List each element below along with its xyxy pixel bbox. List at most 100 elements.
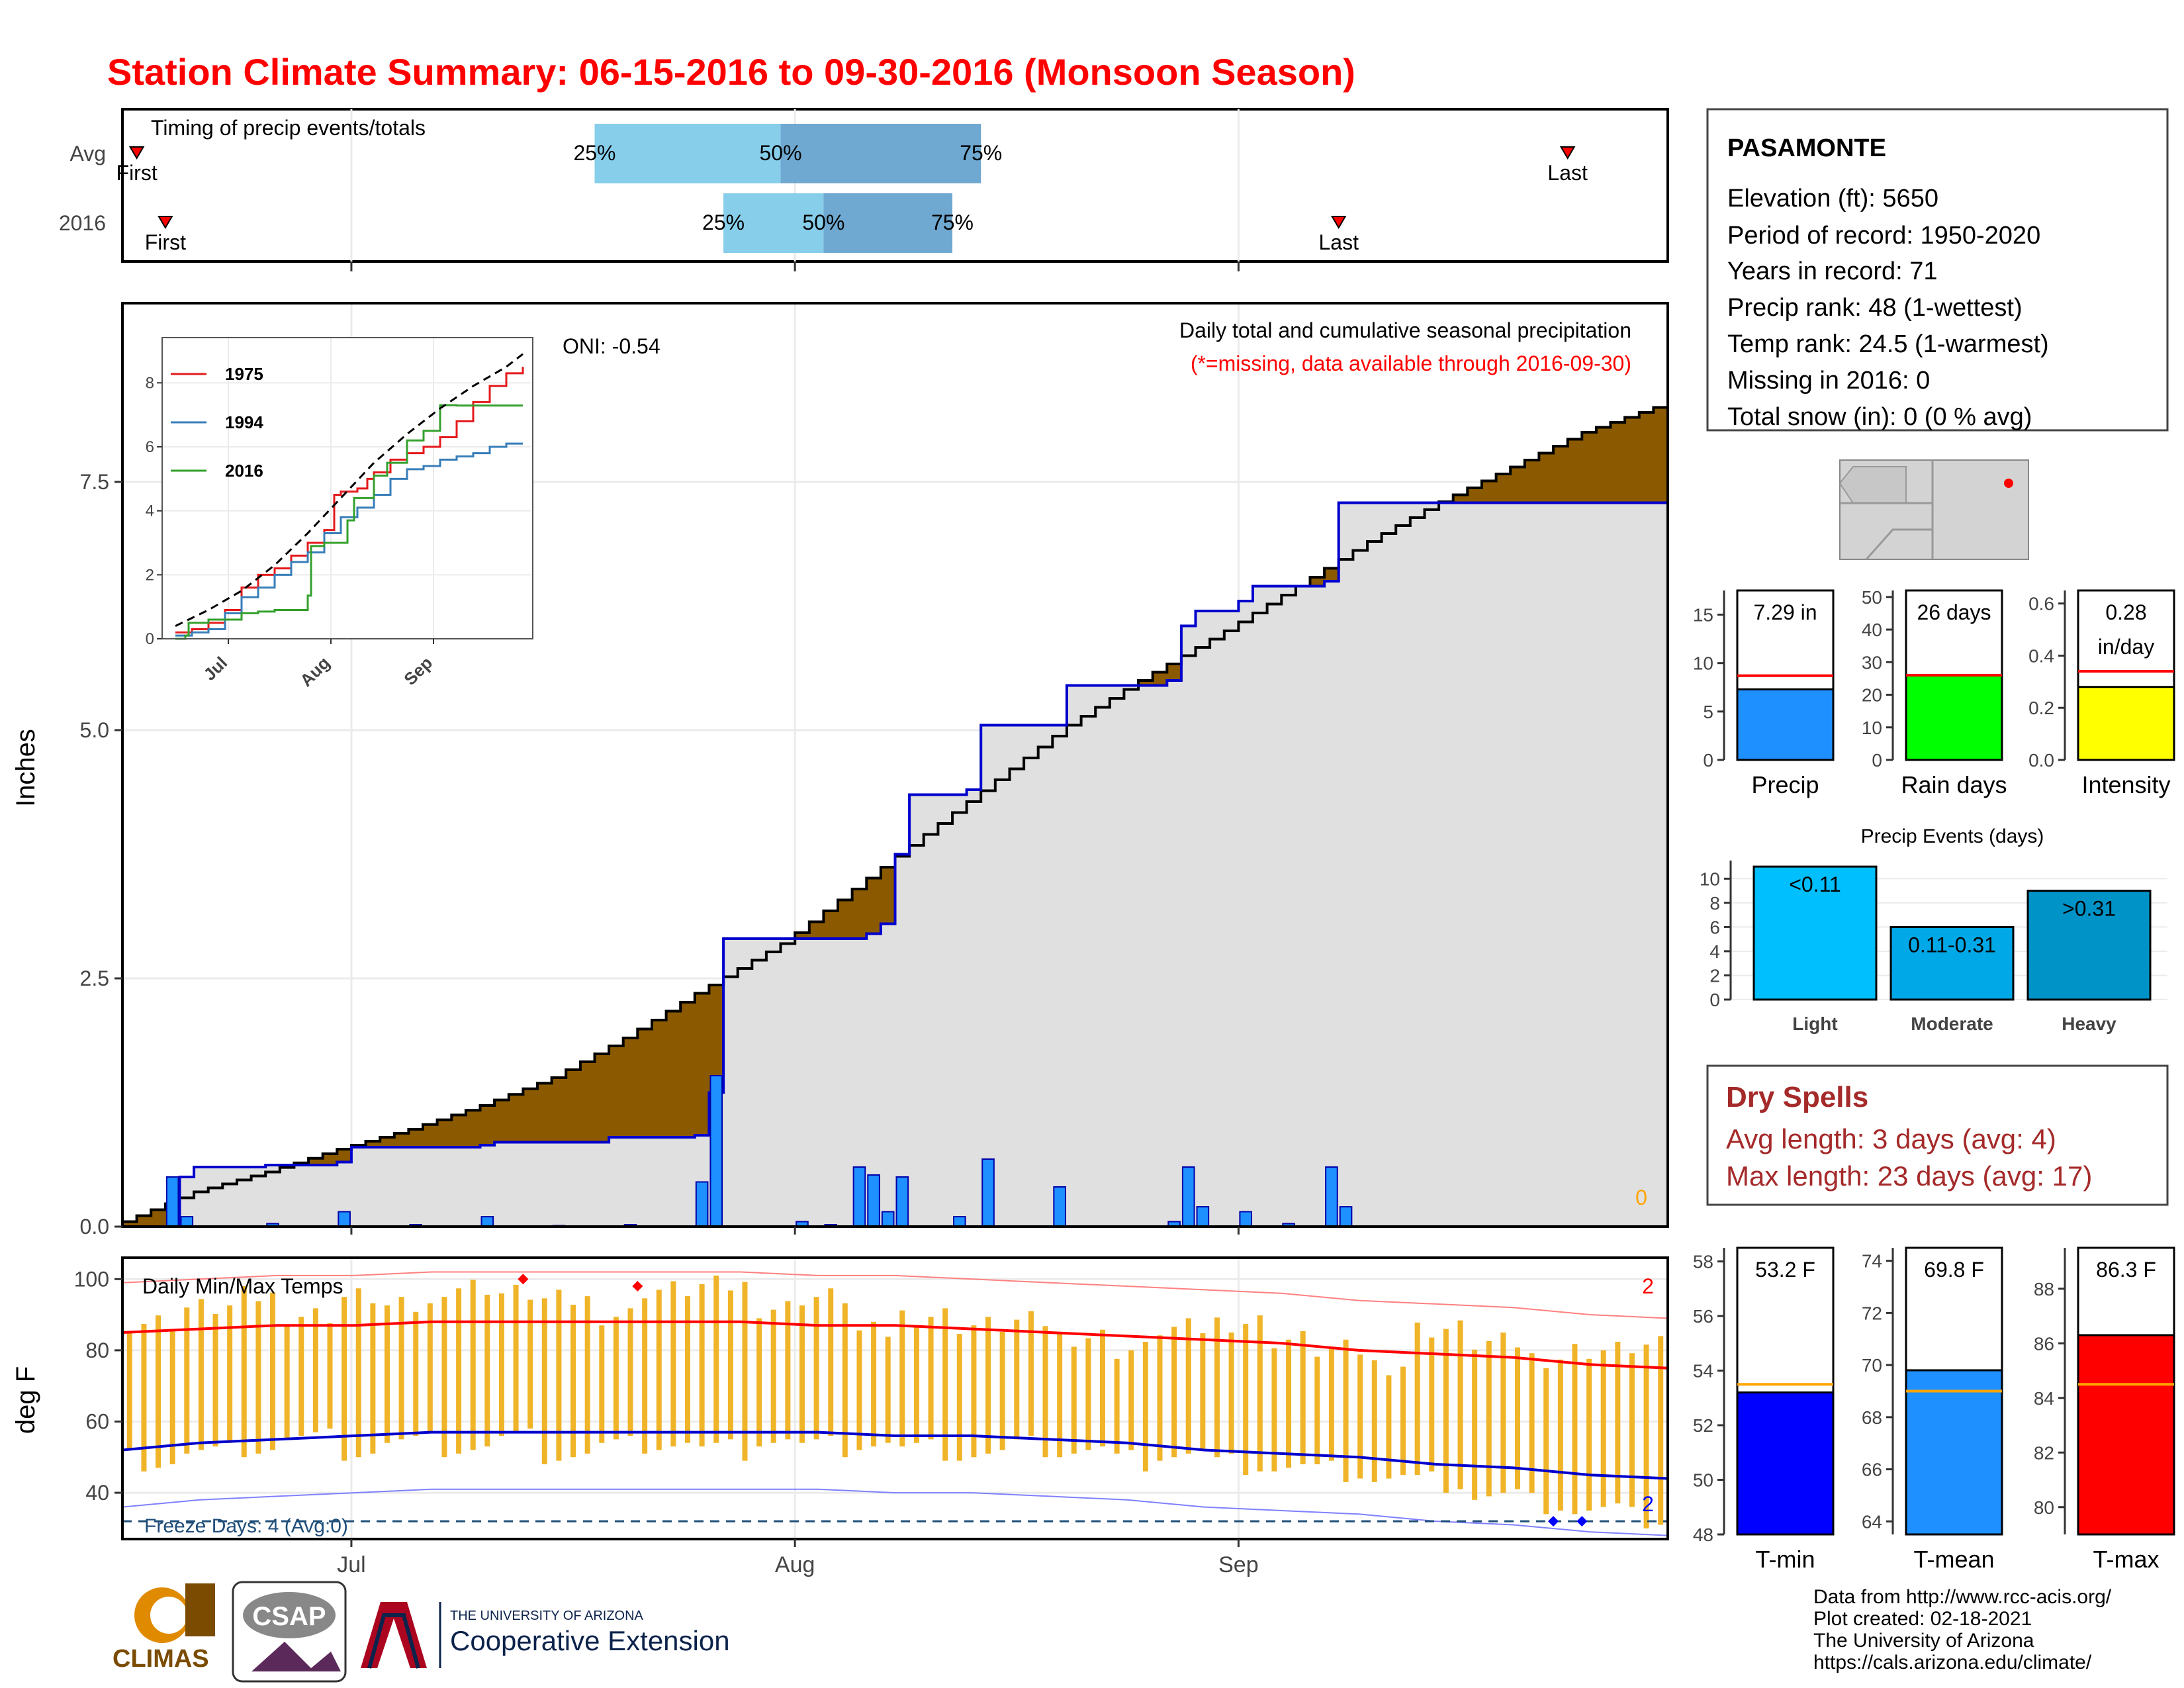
svg-text:CLIMAS: CLIMAS	[113, 1645, 209, 1673]
timing-q50-label-0: 50%	[760, 141, 802, 165]
daily-temp-bar	[270, 1292, 276, 1450]
temp-xtick-label-2: Sep	[1218, 1552, 1259, 1577]
daily-temp-bar	[627, 1308, 633, 1436]
daily-temp-bar	[742, 1282, 748, 1461]
footer-line-university: The University of Arizona	[1813, 1630, 2034, 1652]
daily-precip-bar	[180, 1216, 194, 1227]
station-location-dot	[2004, 479, 2013, 488]
station-line-precip-rank: Precip rank: 48 (1-wettest)	[1727, 294, 2023, 322]
inset-series-1994	[175, 442, 523, 637]
temp-panel-tick-label-2-4: 88	[2034, 1279, 2054, 1299]
oni-label: ONI: -0.54	[563, 334, 660, 358]
daily-precip-bar	[867, 1174, 880, 1227]
footer-line-url: https://cals.arizona.edu/climate/	[1813, 1652, 2092, 1673]
totals-panel-category-0: Precip	[1751, 771, 1819, 798]
inset-legend-label-1994: 1994	[225, 412, 263, 432]
timing-row-avg-label: Avg	[69, 142, 106, 165]
daily-precip-bar	[1181, 1166, 1195, 1227]
totals-panel-category-1: Rain days	[1901, 771, 2007, 798]
daily-temp-bar	[670, 1281, 676, 1447]
main-ytick-label-3: 7.5	[80, 470, 109, 494]
timing-bar-q50-q75-0	[780, 124, 981, 183]
daily-temp-bar	[355, 1288, 361, 1458]
station-line-period: Period of record: 1950-2020	[1727, 222, 2040, 250]
daily-precip-bar	[709, 1075, 723, 1227]
timing-last-marker-0	[1559, 146, 1576, 160]
daily-temp-bar	[1243, 1324, 1249, 1476]
main-chart-title: Daily total and cumulative seasonal prec…	[1179, 318, 1631, 342]
events-tick-label-4: 8	[1709, 893, 1720, 914]
daily-temp-bar	[527, 1299, 533, 1429]
temp-ytick-label-3: 100	[74, 1267, 109, 1291]
inset-ytick-label-2: 4	[146, 502, 154, 520]
daily-temp-bar	[799, 1305, 805, 1443]
timing-bar-q25-q50-1	[723, 193, 824, 253]
totals-panel-tick-label-0-0: 0	[1703, 750, 1713, 771]
avg-min-line	[122, 1430, 1668, 1480]
temp-panel-category-2: T-max	[2093, 1546, 2159, 1573]
events-tick-label-2: 4	[1709, 941, 1720, 962]
inset-ytick-label-4: 8	[146, 374, 154, 392]
daily-precip-bar	[981, 1158, 995, 1227]
page-title: Station Climate Summary: 06-15-2016 to 0…	[107, 51, 1355, 93]
temp-panel-tick-label-1-5: 74	[1862, 1251, 1882, 1272]
daily-temp-bar	[1486, 1340, 1492, 1497]
temp-panel-tick-label-1-3: 70	[1862, 1355, 1882, 1376]
events-bar-moderate	[1889, 925, 2015, 1001]
daily-temp-bar	[1128, 1350, 1134, 1450]
daily-temp-bar	[427, 1303, 433, 1432]
daily-temp-bar	[770, 1309, 776, 1443]
daily-temp-bar	[1228, 1332, 1234, 1454]
daily-temp-bar	[756, 1318, 762, 1447]
daily-temp-bar	[1314, 1356, 1320, 1465]
precip-totals-panels: 0 5 10 15 7.29 in Precip 0 10 20 30 40 50 26 days Rai…	[1693, 587, 2175, 798]
temp-panel-tick-label-2-0: 80	[2034, 1497, 2054, 1518]
events-category-light: Light	[1792, 1013, 1837, 1034]
daily-temp-bar	[198, 1299, 204, 1450]
main-y-axis-label: Inches	[11, 729, 40, 807]
daily-temp-bar	[312, 1308, 318, 1432]
daily-temp-bar	[1271, 1348, 1277, 1472]
daily-temp-bar	[1429, 1337, 1435, 1472]
temp-ytick-label-2: 80	[85, 1338, 109, 1362]
daily-temp-bar	[1658, 1336, 1664, 1525]
daily-precip-bar	[165, 1176, 179, 1227]
events-category-moderate: Moderate	[1911, 1013, 1993, 1034]
temp-panel-category-1: T-mean	[1913, 1546, 1994, 1573]
daily-temp-bar	[1586, 1358, 1592, 1511]
daily-temp-bar	[298, 1317, 304, 1436]
inset-ytick-label-1: 2	[146, 566, 154, 584]
totals-panel-bar-0	[1736, 688, 1835, 761]
daily-temp-bar	[1328, 1348, 1334, 1461]
temp-panel-bar-2	[2077, 1334, 2175, 1536]
daily-temp-bar	[1171, 1327, 1177, 1458]
daily-precip-bar	[1325, 1166, 1338, 1227]
totals-panel-value-label-1: 26 days	[1917, 600, 1991, 624]
temp-panel-tick-label-2-3: 86	[2034, 1333, 2054, 1354]
temp-chart: 40 60 80 100 Jul Aug Sep Daily Min/Max Temps F…	[11, 1256, 1669, 1577]
daily-precip-bar	[338, 1211, 351, 1227]
timing-q25-label-0: 25%	[573, 141, 615, 165]
locator-map	[1839, 459, 2029, 560]
daily-temp-bar	[956, 1334, 962, 1461]
timing-panel: 25% 50% 75% First Last 25% 50% 75% First Last Tim…	[59, 108, 1669, 271]
daily-precip-bar	[1196, 1206, 1210, 1227]
main-ytick-label-1: 2.5	[80, 966, 109, 990]
events-category-heavy: Heavy	[2062, 1013, 2116, 1034]
dry-spells-avg: Avg length: 3 days (avg: 4)	[1726, 1123, 2056, 1154]
inset-ytick-label-3: 6	[146, 438, 154, 456]
daily-temp-bar	[785, 1301, 791, 1440]
daily-temp-bar	[1543, 1368, 1549, 1515]
totals-panel-value-label-0: 7.29 in	[1753, 600, 1817, 624]
timing-q50-label-1: 50%	[802, 211, 844, 234]
temp-xtick-label-0: Jul	[337, 1552, 365, 1577]
daily-temp-bar	[584, 1296, 590, 1454]
ua-big-text: Cooperative Extension	[450, 1625, 730, 1656]
daily-temp-bar	[1629, 1353, 1635, 1507]
daily-temp-bar	[456, 1288, 462, 1454]
totals-panel-value-label-2: 0.28	[2105, 600, 2146, 624]
daily-temp-bar	[599, 1325, 605, 1443]
timing-last-label-1: Last	[1318, 230, 1359, 254]
temp-panel-bar-1	[1905, 1369, 2003, 1536]
